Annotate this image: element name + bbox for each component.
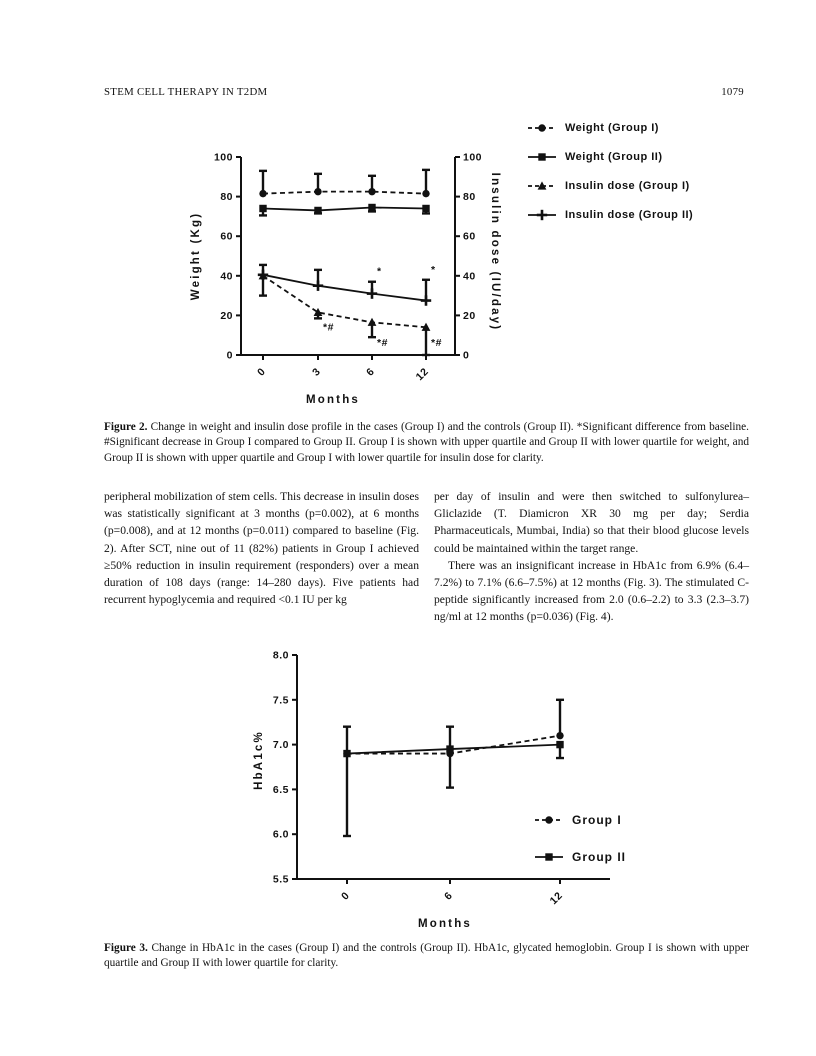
svg-text:3: 3 [310, 366, 323, 379]
svg-text:60: 60 [220, 231, 233, 243]
figure2-legend: Weight (Group I) Weight (Group II) Insul… [527, 113, 693, 229]
svg-text:80: 80 [463, 191, 476, 203]
page-number: 1079 [721, 86, 744, 98]
figure2-caption-text: Change in weight and insulin dose profil… [104, 421, 749, 464]
svg-text:6.5: 6.5 [273, 784, 289, 796]
legend-label: Insulin dose (Group I) [565, 179, 690, 192]
svg-text:80: 80 [220, 191, 233, 203]
legend-label: Weight (Group II) [565, 150, 663, 163]
figure3-caption: Figure 3. Change in HbA1c in the cases (… [104, 941, 749, 972]
running-head: STEM CELL THERAPY IN T2DM [104, 86, 268, 98]
legend-item: Group II [534, 838, 626, 875]
insulin-group2-marker-icon [527, 208, 557, 222]
svg-text:6: 6 [364, 366, 377, 379]
svg-text:20: 20 [463, 310, 476, 322]
legend-item: Group I [534, 801, 626, 838]
legend-item: Insulin dose (Group II) [527, 200, 693, 229]
svg-text:0: 0 [339, 890, 352, 903]
svg-text:*#: *# [323, 321, 334, 333]
right-column-paragraph-2: There was an insignificant increase in H… [434, 558, 749, 624]
svg-text:Insulin dose (IU/day): Insulin dose (IU/day) [489, 173, 501, 332]
svg-text:20: 20 [220, 310, 233, 322]
right-column: per day of insulin and were then switche… [434, 488, 749, 626]
weight-group1-marker-icon [527, 121, 557, 135]
svg-text:8.0: 8.0 [273, 650, 289, 662]
svg-text:7.0: 7.0 [273, 739, 289, 751]
weight-group2-marker-icon [527, 150, 557, 164]
figure2-caption: Figure 2. Change in weight and insulin d… [104, 420, 749, 466]
svg-text:*: * [377, 266, 382, 278]
svg-text:Weight (Kg): Weight (Kg) [190, 212, 202, 301]
svg-text:6.0: 6.0 [273, 829, 289, 841]
svg-text:0: 0 [255, 366, 268, 379]
legend-item: Insulin dose (Group I) [527, 171, 693, 200]
figure3-chart: 5.5 6.0 6.5 7.0 7.5 8.0 0 6 12 Months HbA1c% [253, 650, 610, 930]
figure2-caption-label: Figure 2. [104, 421, 148, 433]
legend-item: Weight (Group I) [527, 113, 693, 142]
figure3-block: 5.5 6.0 6.5 7.0 7.5 8.0 0 6 12 Months HbA1c% [245, 642, 645, 942]
legend-label: Group I [572, 812, 622, 827]
legend-label: Weight (Group I) [565, 121, 659, 134]
svg-text:*: * [431, 264, 436, 276]
left-column-paragraph: peripheral mobilization of stem cells. T… [104, 490, 419, 607]
group2-marker-icon [534, 850, 564, 864]
figure3-caption-text: Change in HbA1c in the cases (Group I) a… [104, 942, 750, 970]
figure2-block: 0 0 20 20 40 40 60 60 80 80 100 100 0 3 6 12 Months Weigh… [180, 108, 750, 416]
svg-text:Months: Months [418, 918, 472, 930]
figure3-caption-label: Figure 3. [104, 942, 148, 954]
svg-text:HbA1c%: HbA1c% [253, 730, 265, 790]
svg-text:0: 0 [227, 350, 233, 362]
legend-label: Group II [572, 849, 626, 864]
svg-text:12: 12 [548, 890, 565, 907]
svg-text:100: 100 [214, 152, 233, 164]
svg-text:60: 60 [463, 231, 476, 243]
svg-text:Months: Months [306, 394, 360, 406]
svg-text:*#: *# [431, 337, 442, 349]
svg-text:*#: *# [377, 337, 388, 349]
body-text: peripheral mobilization of stem cells. T… [104, 488, 749, 626]
group1-marker-icon [534, 813, 564, 827]
legend-label: Insulin dose (Group II) [565, 208, 694, 221]
page-header: STEM CELL THERAPY IN T2DM 1079 [104, 86, 744, 98]
right-column-paragraph-1: per day of insulin and were then switche… [434, 490, 749, 555]
figure2-chart: 0 0 20 20 40 40 60 60 80 80 100 100 0 3 6 12 Months Weigh… [190, 152, 501, 407]
legend-item: Weight (Group II) [527, 142, 693, 171]
svg-text:12: 12 [414, 366, 431, 383]
svg-text:100: 100 [463, 152, 482, 164]
svg-text:0: 0 [463, 350, 469, 362]
svg-text:7.5: 7.5 [273, 694, 289, 706]
svg-text:40: 40 [463, 270, 476, 282]
figure3-legend: Group I Group II [534, 801, 626, 875]
svg-text:40: 40 [220, 270, 233, 282]
svg-text:5.5: 5.5 [273, 874, 289, 886]
left-column: peripheral mobilization of stem cells. T… [104, 488, 419, 626]
svg-text:6: 6 [442, 890, 455, 903]
insulin-group1-marker-icon [527, 179, 557, 193]
